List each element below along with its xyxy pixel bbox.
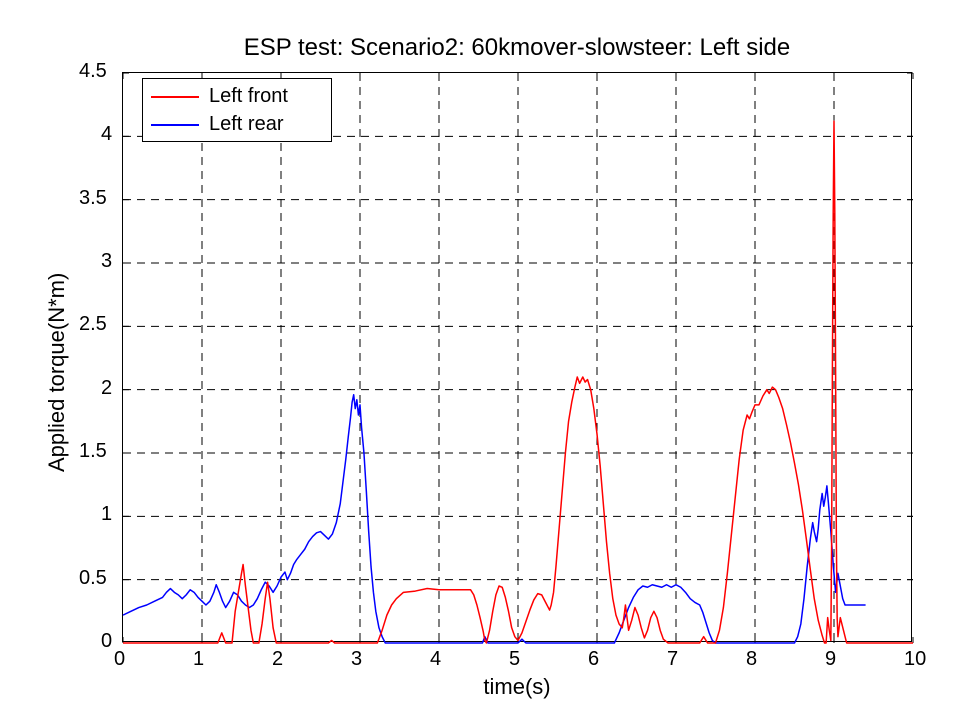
x-tick-label: 2 (272, 648, 283, 671)
legend-item: Left rear (151, 113, 283, 136)
plot-area (122, 72, 912, 642)
y-tick-label: 4.5 (79, 60, 107, 83)
x-tick-label: 9 (825, 648, 836, 671)
x-tick-label: 0 (114, 648, 125, 671)
y-tick-label: 3 (101, 250, 112, 273)
y-tick-label: 2.5 (79, 313, 107, 336)
x-tick-label: 3 (351, 648, 362, 671)
x-tick-label: 6 (588, 648, 599, 671)
y-tick-label: 3.5 (79, 187, 107, 210)
y-axis-label: Applied torque(N*m) (44, 273, 70, 472)
legend-item: Left front (151, 85, 288, 108)
y-tick-label: 0 (101, 630, 112, 653)
x-tick-label: 7 (667, 648, 678, 671)
legend-line-icon (151, 96, 199, 98)
legend-label: Left rear (209, 113, 283, 136)
y-tick-label: 0.5 (79, 567, 107, 590)
x-tick-label: 4 (430, 648, 441, 671)
series-left-front (123, 121, 913, 643)
x-tick-label: 1 (193, 648, 204, 671)
legend-line-icon (151, 124, 199, 126)
legend: Left front Left rear (142, 78, 332, 142)
legend-label: Left front (209, 85, 288, 108)
series (123, 73, 913, 643)
figure: ESP test: Scenario2: 60kmover-slowsteer:… (0, 0, 976, 718)
x-tick-label: 8 (746, 648, 757, 671)
x-tick-label: 10 (904, 648, 926, 671)
y-tick-label: 4 (101, 123, 112, 146)
y-tick-label: 1.5 (79, 440, 107, 463)
y-tick-label: 1 (101, 503, 112, 526)
chart-title: ESP test: Scenario2: 60kmover-slowsteer:… (122, 34, 912, 62)
x-tick-label: 5 (509, 648, 520, 671)
y-tick-label: 2 (101, 377, 112, 400)
x-axis-label: time(s) (122, 674, 912, 700)
